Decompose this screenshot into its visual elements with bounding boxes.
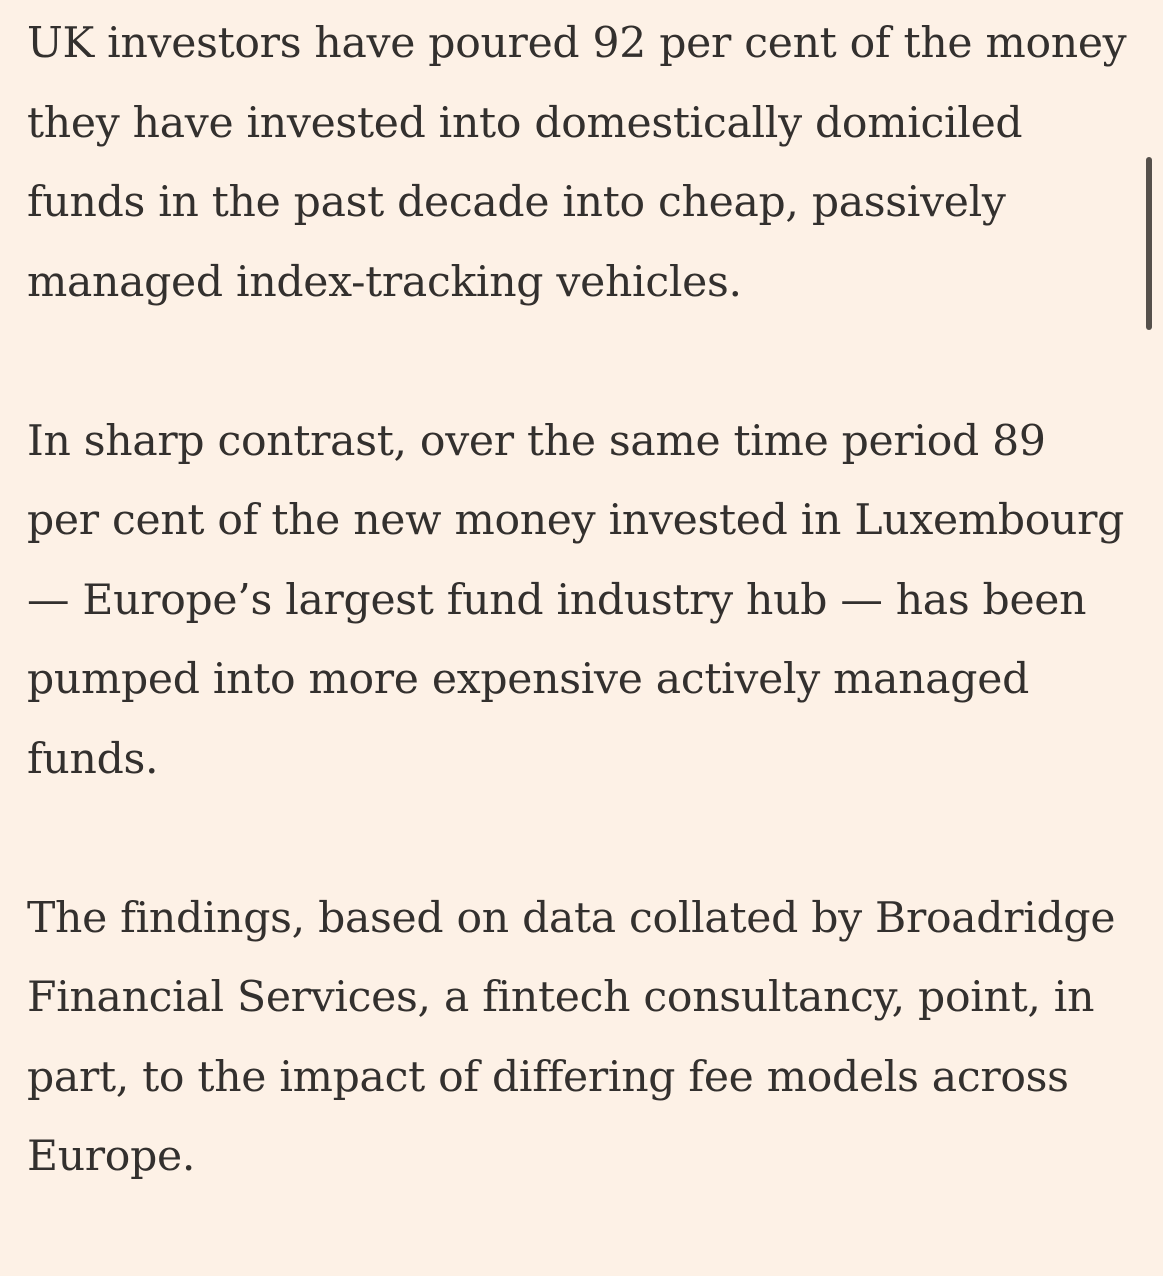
text-line: managed index-tracking vehicles.	[27, 257, 742, 307]
text-line: per cent of the new money invested in Lu…	[27, 496, 1125, 545]
vertical-scrollbar[interactable]	[1146, 157, 1152, 330]
text-line: The findings, based on data collated by …	[27, 893, 1116, 943]
text-line: funds in the past decade into cheap, pas…	[27, 178, 1006, 227]
text-line: Financial Services, a fintech consultanc…	[27, 973, 1095, 1022]
text-line: In sharp contrast, over the same time pe…	[27, 416, 1046, 466]
text-line: — Europe’s largest fund industry hub — h…	[27, 575, 1087, 625]
text-line: pumped into more expensive actively mana…	[27, 655, 1029, 704]
text-line: UK investors have poured 92 per cent of …	[27, 19, 1127, 68]
paragraph-2: In sharp contrast, over the same time pe…	[27, 402, 1137, 800]
text-line: they have invested into domestically dom…	[27, 98, 1023, 148]
text-line: funds.	[27, 734, 159, 784]
text-line: part, to the impact of differing fee mod…	[27, 1052, 1069, 1102]
paragraph-3: The findings, based on data collated by …	[27, 879, 1137, 1197]
article-body: UK investors have poured 92 per cent of …	[27, 4, 1137, 1276]
paragraph-1: UK investors have poured 92 per cent of …	[27, 4, 1137, 322]
text-line: Europe.	[27, 1132, 196, 1181]
